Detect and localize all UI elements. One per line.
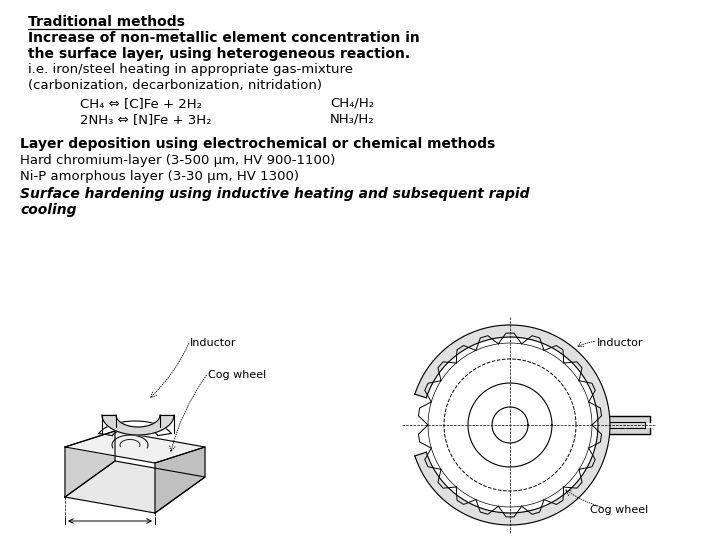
Polygon shape [155, 447, 205, 513]
Polygon shape [65, 431, 205, 463]
Polygon shape [415, 325, 610, 525]
Text: Increase of non-metallic element concentration in: Increase of non-metallic element concent… [28, 31, 420, 45]
Polygon shape [610, 416, 650, 428]
Polygon shape [65, 461, 205, 513]
Text: Cog wheel: Cog wheel [590, 505, 648, 515]
Polygon shape [102, 415, 174, 435]
Text: the surface layer, using heterogeneous reaction.: the surface layer, using heterogeneous r… [28, 47, 410, 61]
Text: Traditional methods: Traditional methods [28, 15, 185, 29]
Text: Surface hardening using inductive heating and subsequent rapid: Surface hardening using inductive heatin… [20, 187, 529, 201]
Text: Layer deposition using electrochemical or chemical methods: Layer deposition using electrochemical o… [20, 137, 495, 151]
Text: Hard chromium-layer (3-500 μm, HV 900-1100): Hard chromium-layer (3-500 μm, HV 900-11… [20, 154, 336, 167]
Text: NH₃/H₂: NH₃/H₂ [330, 113, 374, 126]
Text: CH₄ ⇔ [C]Fe + 2H₂: CH₄ ⇔ [C]Fe + 2H₂ [80, 97, 202, 110]
Text: i.e. iron/steel heating in appropriate gas-mixture: i.e. iron/steel heating in appropriate g… [28, 63, 353, 76]
Polygon shape [610, 428, 650, 434]
Text: Inductor: Inductor [190, 338, 236, 348]
Polygon shape [65, 431, 115, 497]
Text: Ni-P amorphous layer (3-30 μm, HV 1300): Ni-P amorphous layer (3-30 μm, HV 1300) [20, 170, 299, 183]
Text: Inductor: Inductor [597, 338, 644, 348]
Text: cooling: cooling [20, 203, 76, 217]
Text: (carbonization, decarbonization, nitridation): (carbonization, decarbonization, nitrida… [28, 79, 322, 92]
Text: Cog wheel: Cog wheel [208, 370, 266, 380]
Text: CH₄/H₂: CH₄/H₂ [330, 97, 374, 110]
Text: 2NH₃ ⇔ [N]Fe + 3H₂: 2NH₃ ⇔ [N]Fe + 3H₂ [80, 113, 212, 126]
